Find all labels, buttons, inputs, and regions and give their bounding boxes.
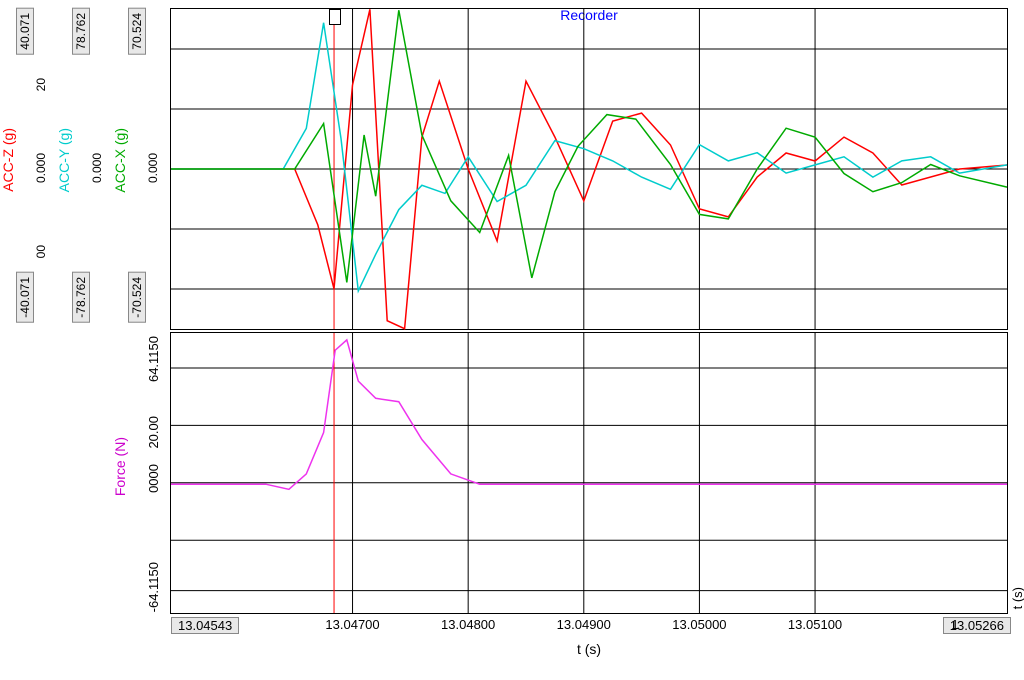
acc-plot-area[interactable]: Recorder (170, 8, 1008, 330)
acc_z-min-box[interactable]: -40.071 (16, 272, 34, 323)
x-tick-label: 1 (951, 617, 958, 632)
recorder-chart: Recorder t (s) 13.04543 13.05266 t (s) 1… (0, 0, 1024, 680)
x-axis-label: t (s) (577, 641, 601, 657)
acc_x-ticks: 0.000 (146, 78, 160, 258)
force-label: Force (N) (112, 437, 128, 496)
x-tick-label: 13.05100 (788, 617, 842, 632)
x-start-box[interactable]: 13.04543 (171, 617, 239, 634)
acc_y-min-box[interactable]: -78.762 (72, 272, 90, 323)
acc_z-label: ACC-Z (g) (0, 128, 16, 192)
x-tick-label: 13.04800 (441, 617, 495, 632)
force-tick: 64.1150 (146, 336, 161, 382)
force-tick: 0000 (146, 464, 161, 493)
acc_z-ticks: 200.00000 (34, 78, 48, 258)
acc_x-label: ACC-X (g) (112, 128, 128, 193)
x-tick-label: 13.04900 (557, 617, 611, 632)
force-tick: 20.00 (146, 416, 161, 449)
force-tick: -64.1150 (146, 562, 161, 612)
acc_x-min-box[interactable]: -70.524 (128, 272, 146, 323)
acc_y-ticks: 0.000 (90, 78, 104, 258)
acc_x-max-box[interactable]: 70.524 (128, 8, 146, 55)
x-tick-label: 13.04700 (325, 617, 379, 632)
force-plot-area[interactable]: t (s) 13.04543 13.05266 t (s) 13.0470013… (170, 332, 1008, 614)
x-tick-label: 13.05000 (672, 617, 726, 632)
cursor-marker[interactable] (329, 9, 341, 25)
x-right-label: t (s) (1010, 587, 1024, 609)
acc_z-max-box[interactable]: 40.071 (16, 8, 34, 55)
acc-plot-svg (171, 9, 1007, 329)
force-plot-svg (171, 333, 1007, 613)
acc_y-max-box[interactable]: 78.762 (72, 8, 90, 55)
acc_y-label: ACC-Y (g) (56, 128, 72, 192)
